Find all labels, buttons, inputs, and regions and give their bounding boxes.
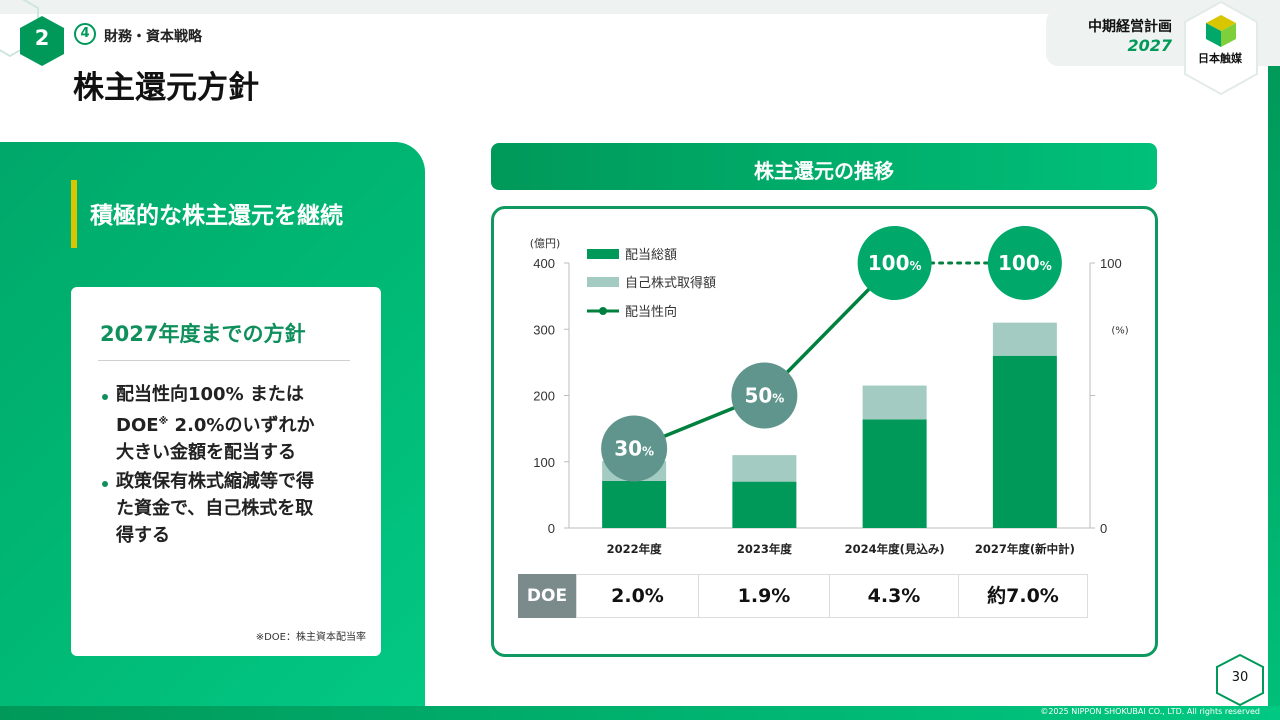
left-tick-label: 0: [548, 521, 555, 536]
legend-swatch-dividend: [587, 249, 619, 259]
policy-card: [71, 287, 381, 656]
plan-label: 中期経営計画: [1088, 19, 1172, 35]
left-panel-heading: 積極的な株主還元を継続: [90, 203, 343, 229]
doe-row-label: DOE: [518, 574, 576, 618]
logo-hexagon-icon: [1184, 0, 1258, 96]
right-accent-rail: [1268, 66, 1280, 720]
category-label: 2027年度(新中計): [975, 542, 1075, 556]
subsection-title: 財務・資本戦略: [104, 29, 202, 45]
legend-swatch-buyback: [587, 277, 619, 287]
right-tick-label: 0: [1100, 521, 1107, 536]
chart-header-bar: [491, 143, 1157, 190]
doe-row: DOE 2.0% 1.9% 4.3% 約7.0%: [518, 574, 1088, 618]
legend-swatch-payout-dot: [599, 307, 607, 315]
right-tick-label: 100: [1100, 256, 1122, 271]
legend-label-payout: 配当性向: [625, 304, 677, 320]
doe-value-2022: 2.0%: [576, 574, 699, 618]
legend-label-dividend: 配当総額: [625, 248, 677, 263]
chart-header-title: 株主還元の推移: [754, 159, 894, 183]
policy-bullet-2: 政策保有株式縮減等で得 た資金で、自己株式を取 得する: [116, 468, 366, 549]
section-number: 2: [34, 26, 50, 50]
bullet-2-line-3: 得する: [116, 525, 170, 546]
bullet-2-line-2: た資金で、自己株式を取: [116, 498, 314, 519]
card-divider: [98, 360, 350, 361]
bullet-1-line-2-rest: 2.0%のいずれか: [168, 415, 315, 436]
payout-ratio-point: [857, 226, 932, 300]
bar-dividend-total: [992, 355, 1057, 528]
footnote-mark: ※: [158, 416, 169, 427]
left-tick-label: 400: [533, 256, 555, 271]
shareholder-return-chart: 0 100 200 300 400 (億円) 0 100 (%) 2022年度 2023年度 2024…: [530, 226, 1129, 556]
right-axis-unit: (%): [1111, 325, 1128, 336]
doe-value-2024: 4.3%: [830, 574, 959, 618]
bar-dividend-total: [602, 480, 667, 528]
doe-value-2027: 約7.0%: [959, 574, 1088, 618]
bullet-dot-icon: [102, 394, 108, 400]
page-title: 株主還元方針: [73, 70, 259, 106]
doe-value-2023: 1.9%: [699, 574, 830, 618]
left-axis-unit: (億円): [530, 237, 561, 250]
policy-bullet-1: 配当性向100% または DOE※ 2.0%のいずれか 大きい金額を配当する: [116, 381, 366, 466]
bullet-1-line-2: DOE※ 2.0%のいずれか: [116, 408, 366, 439]
subsection-number: 4: [74, 23, 96, 45]
left-tick-label: 300: [533, 322, 555, 337]
bottom-band: [0, 706, 1280, 720]
policy-card-title: 2027年度までの方針: [100, 322, 306, 346]
copyright: ©2025 NIPPON SHOKUBAI CO., LTD. All righ…: [1040, 707, 1260, 716]
payout-ratio-point: [987, 226, 1062, 300]
heading-accent-bar: [71, 180, 77, 248]
bar-dividend-total: [732, 481, 797, 528]
page-number: 30: [1231, 670, 1249, 685]
company-logo-icon: [1206, 15, 1236, 47]
left-tick-label: 200: [533, 389, 555, 404]
payout-ratio-point: [731, 362, 798, 429]
hexagon-decoration-icon: [0, 0, 39, 58]
bar-share-buyback: [862, 385, 927, 420]
bullet-2-line-1: 政策保有株式縮減等で得: [116, 471, 314, 492]
bar-share-buyback: [732, 455, 797, 482]
category-label: 2024年度(見込み): [845, 542, 945, 556]
top-strip: [0, 0, 1280, 14]
payout-ratio-point: [601, 415, 668, 482]
category-label: 2022年度: [607, 542, 663, 556]
page-number-hexagon-icon: [1216, 654, 1264, 706]
category-label: 2023年度: [737, 542, 793, 556]
bar-dividend-total: [862, 419, 927, 528]
bullet-dot-icon: [102, 481, 108, 487]
bullet-1-line-3: 大きい金額を配当する: [116, 442, 296, 463]
bar-share-buyback: [992, 322, 1057, 356]
bullet-1-line-1: 配当性向100% または: [116, 384, 304, 405]
doe-term: DOE: [116, 415, 159, 436]
left-tick-label: 100: [533, 455, 555, 470]
company-name: 日本触媒: [1198, 52, 1242, 65]
section-hexagon-icon: [20, 16, 64, 66]
doe-footnote: ※DOE：株主資本配当率: [255, 632, 366, 643]
legend-label-buyback: 自己株式取得額: [625, 275, 716, 291]
plan-year: 2027: [1127, 36, 1172, 55]
